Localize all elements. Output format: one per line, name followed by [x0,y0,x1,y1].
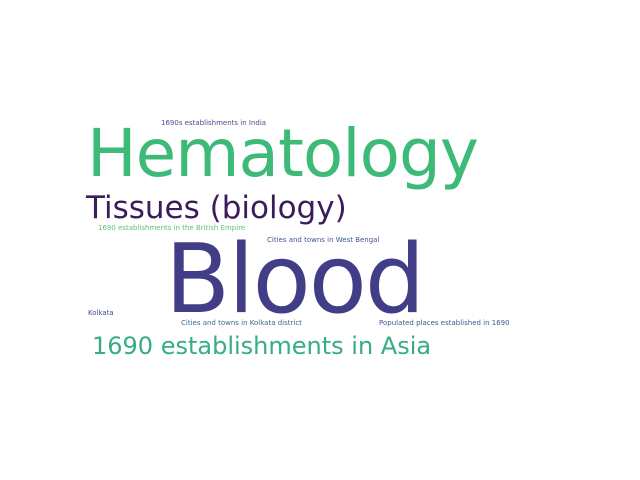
word-1690s-establishments-india: 1690s establishments in India [161,119,267,127]
word-cities-towns-kolkata-district: Cities and towns in Kolkata district [181,319,302,327]
word-populated-places-1690: Populated places established in 1690 [379,319,510,327]
word-kolkata: Kolkata [88,309,114,317]
word-cities-towns-west-bengal: Cities and towns in West Bengal [267,236,380,244]
word-hematology: Hematology [87,115,479,192]
word-tissues-biology: Tissues (biology) [86,190,347,226]
word-1690-establishments-british-empire: 1690 establishments in the British Empir… [98,224,246,232]
word-blood: Blood [165,225,425,335]
word-1690-establishments-asia: 1690 establishments in Asia [92,332,432,360]
